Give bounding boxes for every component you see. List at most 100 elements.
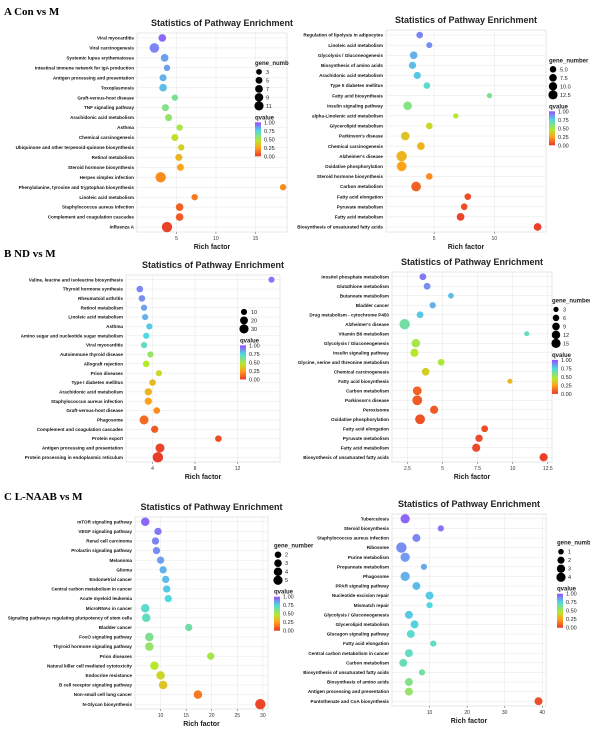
color-legend-tick: 0.00: [264, 154, 275, 160]
data-point: [437, 525, 444, 532]
data-point: [421, 367, 430, 376]
size-legend-label: 12.5: [560, 93, 571, 99]
category-label: N-Glycan biosynthesis: [82, 702, 132, 707]
data-point: [255, 699, 266, 710]
color-legend-tick: 0.25: [558, 135, 569, 141]
data-point: [400, 571, 410, 582]
color-legend-title: qvalue: [274, 590, 294, 596]
color-legend-title: qvalue: [255, 115, 275, 121]
x-tick-label: 5: [441, 466, 444, 472]
data-point: [279, 184, 287, 191]
x-tick-label: 8: [194, 466, 197, 472]
size-legend-dot: [255, 84, 263, 93]
color-legend-tick: 0.00: [249, 377, 260, 383]
size-legend-dot: [273, 567, 283, 576]
x-tick-label: 4: [151, 466, 154, 472]
data-point: [396, 542, 407, 553]
x-tick-label: 30: [502, 710, 508, 716]
data-point: [147, 351, 154, 358]
data-point: [406, 630, 415, 638]
category-label: Oxidative phosphorylation: [325, 164, 383, 169]
category-label: FoxO signaling pathway: [79, 635, 132, 640]
size-legend-dot: [548, 82, 558, 91]
data-point: [160, 54, 169, 62]
category-label: Glucagon signaling pathway: [327, 632, 390, 637]
data-point: [142, 360, 150, 368]
data-point: [419, 273, 427, 281]
color-legend-tick: 0.75: [283, 603, 294, 609]
data-point: [171, 94, 179, 101]
x-tick-label: 10: [213, 236, 219, 242]
size-legend-dot: [548, 90, 558, 100]
category-label: Linoleic acid metabolism: [328, 43, 383, 48]
color-legend-title: qvalue: [549, 104, 569, 110]
color-legend-tick: 0.50: [283, 612, 294, 618]
x-tick-label: 15: [183, 713, 189, 719]
plot-area: [134, 516, 269, 710]
category-label: Phagosome: [97, 418, 123, 423]
color-legend-title: qvalue: [552, 353, 572, 359]
category-label: Amino sugar and nucleotide sugar metabol…: [21, 333, 123, 338]
category-label: Peroxisome: [363, 407, 389, 412]
data-point: [456, 212, 465, 221]
chart-title: Statistics of Pathway Enrichment: [151, 18, 293, 28]
category-label: Glycerolipid metabolism: [330, 124, 383, 129]
size-legend-dot: [557, 556, 565, 564]
category-label: B cell receptor signaling pathway: [59, 683, 132, 688]
data-point: [475, 434, 483, 442]
category-label: Carbon metabolism: [346, 388, 389, 393]
data-point: [411, 181, 421, 192]
color-legend-tick: 1.00: [264, 120, 275, 126]
category-label: Chemical carcinogenesis: [328, 144, 384, 149]
category-label: Pyruvate metabolism: [337, 204, 383, 209]
data-point: [464, 193, 472, 200]
data-point: [404, 678, 413, 686]
data-point: [153, 407, 161, 414]
x-tick-label: 5: [175, 236, 178, 242]
data-point: [399, 319, 410, 330]
category-label: Glycolysis / Gluconeogenesis: [324, 612, 390, 617]
data-point: [185, 623, 193, 632]
category-label: Nucleotide excision repair: [332, 593, 389, 598]
size-legend-dot: [254, 93, 264, 102]
category-label: Arachidonic acid metabolism: [319, 73, 383, 78]
color-legend-tick: 0.75: [558, 118, 569, 124]
size-legend-label: 9: [266, 95, 269, 101]
category-label: Alzheimer's disease: [345, 322, 389, 327]
size-legend-label: 10: [251, 310, 257, 316]
data-point: [533, 223, 542, 231]
category-label: Melanoma: [110, 558, 133, 563]
color-legend-tick: 0.00: [283, 629, 294, 635]
size-legend-dot: [552, 322, 560, 331]
category-label: Type I diabetes mellitus: [72, 380, 124, 385]
size-legend-label: 5.0: [560, 67, 568, 73]
data-point: [416, 311, 424, 319]
x-axis-label: Rich factor: [185, 474, 222, 481]
size-legend-dot: [556, 572, 566, 582]
size-legend-label: 3: [563, 307, 566, 313]
data-point: [403, 101, 412, 111]
category-label: Prion diseases: [100, 654, 133, 659]
plot-area: [391, 513, 547, 707]
category-label: Retinol metabolism: [81, 305, 123, 310]
data-point: [159, 74, 167, 82]
x-axis-label: Rich factor: [451, 718, 488, 725]
data-point: [152, 452, 164, 463]
color-legend-tick: 1.00: [558, 109, 569, 115]
color-legend-bar: [255, 122, 261, 157]
category-label: Allograft rejection: [84, 361, 124, 366]
data-point: [539, 453, 548, 462]
category-label: Insulin signaling pathway: [333, 350, 389, 355]
size-legend-dot: [254, 101, 264, 111]
data-point: [136, 285, 144, 293]
color-legend-tick: 0.50: [561, 375, 572, 381]
size-legend-dot: [558, 548, 564, 555]
data-point: [408, 61, 417, 69]
data-point: [215, 435, 222, 442]
data-point: [404, 610, 413, 619]
category-label: Viral myocarditis: [97, 36, 134, 41]
color-legend-tick: 0.25: [249, 369, 260, 375]
data-point: [164, 594, 172, 603]
data-point: [425, 591, 434, 600]
